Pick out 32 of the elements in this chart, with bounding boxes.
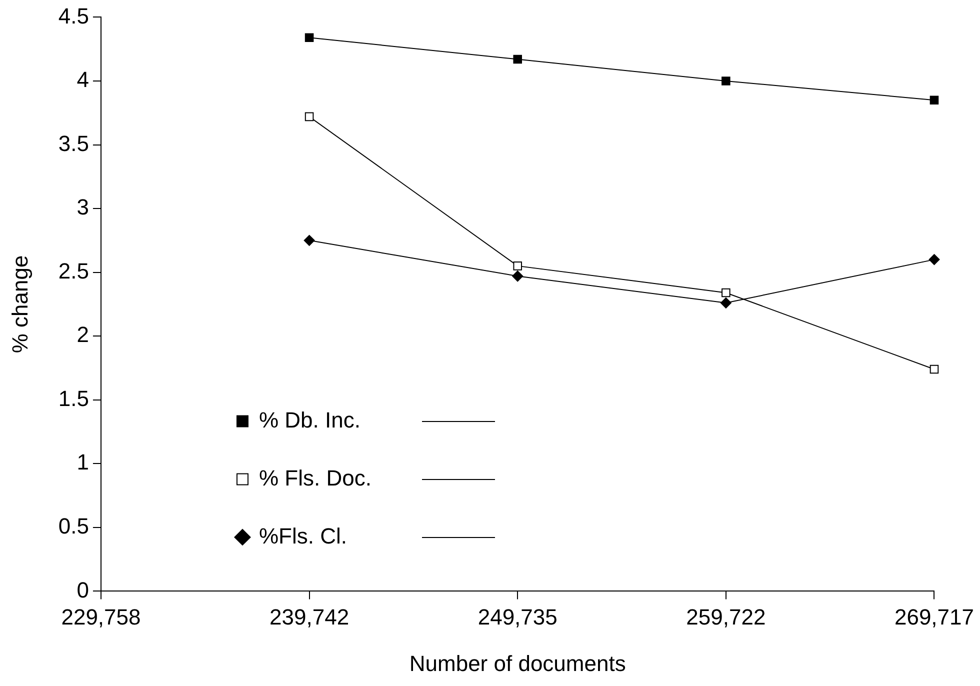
y-tick-label: 2.5	[58, 258, 89, 284]
point	[304, 112, 314, 122]
point	[512, 270, 524, 282]
y-tick-label: 1.5	[58, 386, 89, 411]
point	[304, 234, 315, 246]
x-tick-label: 269,717	[894, 604, 974, 630]
x-tick-label: 259,722	[686, 604, 766, 630]
y-axis-title: % change	[7, 255, 32, 354]
point	[928, 254, 940, 266]
y-tick-label: 1	[76, 450, 89, 475]
x-tick-label: 249,735	[478, 604, 558, 630]
y-tick-label: 0	[76, 577, 89, 602]
y-tick-label: 3.5	[58, 130, 89, 156]
point	[513, 54, 522, 64]
point	[513, 262, 522, 270]
point	[930, 96, 939, 104]
point	[720, 297, 732, 308]
y-tick-label: 3	[76, 194, 89, 220]
x-axis-title: Number of documents	[409, 650, 626, 676]
legend-label: % Db. Inc.	[258, 407, 360, 432]
y-tick-label: 4	[76, 67, 89, 92]
point	[722, 288, 730, 298]
legend-label: % Fls. Doc.	[258, 465, 372, 490]
point	[304, 33, 314, 42]
y-tick-label: 0.5	[58, 513, 89, 538]
legend-label: %Fls. Cl.	[258, 523, 347, 548]
y-tick-label: 4.5	[58, 3, 89, 28]
y-tick-label: 2	[76, 322, 89, 348]
point	[930, 364, 939, 374]
x-tick-label: 239,742	[270, 604, 350, 630]
x-tick-label: 229,758	[61, 604, 141, 630]
point	[722, 76, 730, 86]
